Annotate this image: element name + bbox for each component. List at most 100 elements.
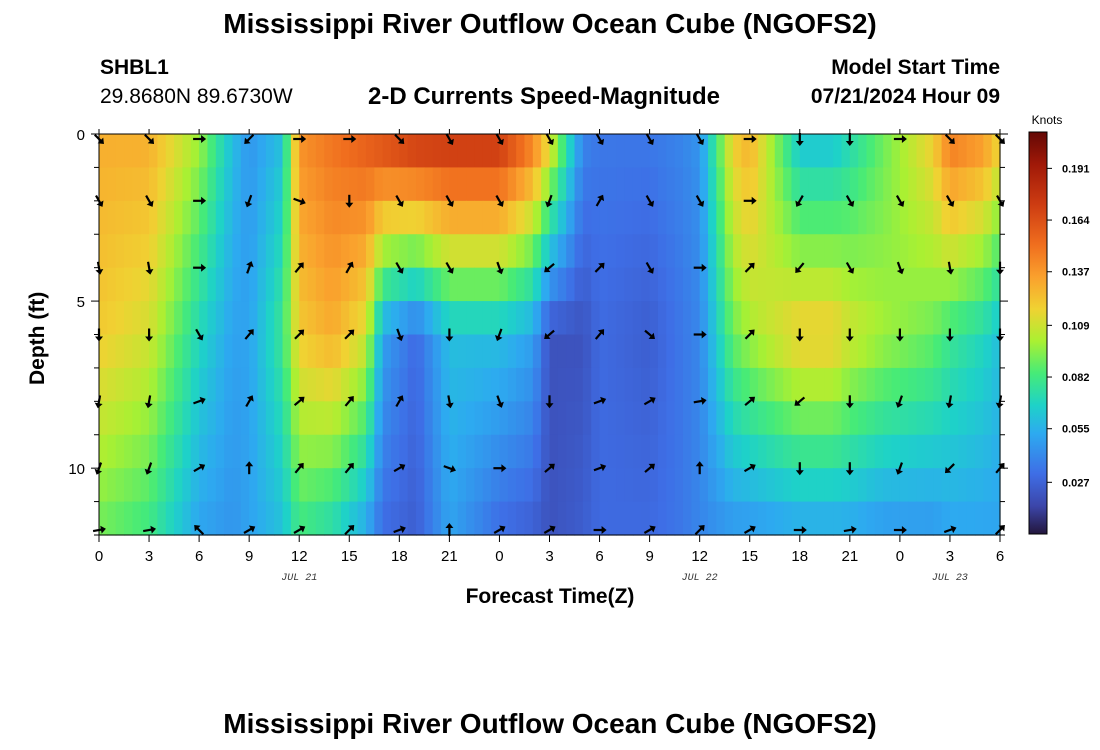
heatmap-cell: [516, 267, 526, 302]
heatmap-cell: [182, 334, 192, 369]
heatmap-cell: [908, 434, 918, 469]
heatmap-cell: [282, 167, 292, 202]
colorbar-tick-label: 0.164: [1062, 215, 1090, 227]
heatmap-cell: [390, 401, 400, 436]
heatmap-cell: [157, 167, 167, 202]
current-arrow: [144, 133, 155, 144]
heatmap-cell: [708, 367, 717, 402]
heatmap-cell: [874, 167, 884, 202]
heatmap-cell: [390, 367, 400, 402]
heatmap-cell: [516, 134, 526, 169]
heatmap-cell: [324, 234, 334, 269]
heatmap-cell: [474, 434, 484, 469]
heatmap-cell: [983, 167, 993, 202]
heatmap-cell: [382, 334, 392, 369]
heatmap-cell: [124, 501, 133, 536]
heatmap-cell: [516, 501, 526, 536]
heatmap-cell: [149, 267, 158, 302]
current-arrow: [344, 329, 355, 340]
heatmap-cell: [424, 334, 434, 369]
heatmap-cell: [257, 134, 267, 169]
heatmap-cell: [182, 301, 192, 336]
current-arrow: [194, 525, 205, 536]
current-arrow: [944, 463, 955, 474]
heatmap-cell: [174, 301, 184, 336]
heatmap-cell: [949, 367, 959, 402]
heatmap-cell: [449, 367, 459, 402]
heatmap-cell: [816, 468, 826, 503]
heatmap-cell: [824, 234, 834, 269]
heatmap-cell: [182, 167, 192, 202]
heatmap-cell: [532, 301, 542, 336]
heatmap-cell: [574, 401, 584, 436]
heatmap-cell: [632, 167, 642, 202]
heatmap-cell: [591, 301, 601, 336]
heatmap-cell: [207, 200, 217, 235]
heatmap-cell: [257, 267, 267, 302]
heatmap-cell: [541, 468, 551, 503]
heatmap-cell: [457, 367, 467, 402]
heatmap-cell: [382, 267, 392, 302]
heatmap-cell: [207, 468, 217, 503]
heatmap-cell: [249, 468, 259, 503]
heatmap-cell: [566, 234, 576, 269]
heatmap-cell: [557, 434, 567, 469]
heatmap-cell: [299, 501, 309, 536]
heatmap-cell: [841, 401, 851, 436]
heatmap-cell: [674, 434, 684, 469]
heatmap-cell: [591, 267, 601, 302]
heatmap-cell: [249, 501, 259, 536]
heatmap-cell: [257, 334, 267, 369]
heatmap-cell: [974, 501, 984, 536]
current-arrow: [243, 525, 256, 534]
heatmap-cell: [949, 301, 959, 336]
heatmap-cell: [933, 167, 943, 202]
heatmap-cell: [124, 234, 133, 269]
heatmap-cell: [666, 401, 676, 436]
heatmap-cell: [682, 267, 692, 302]
heatmap-cell: [466, 301, 476, 336]
current-arrow: [943, 525, 957, 534]
heatmap-cell: [599, 134, 609, 169]
chart-title: Mississippi River Outflow Ocean Cube (NG…: [223, 8, 877, 39]
heatmap-cell: [983, 367, 993, 402]
heatmap-cell: [107, 401, 117, 436]
heatmap-cell: [265, 200, 275, 235]
heatmap-cell: [407, 134, 417, 169]
heatmap-cell: [107, 134, 117, 169]
heatmap-cell: [607, 267, 617, 302]
heatmap-cell: [766, 468, 776, 503]
heatmap-cell: [582, 401, 592, 436]
heatmap-cell: [841, 167, 851, 202]
heatmap-cell: [199, 401, 209, 436]
heatmap-cell: [924, 434, 934, 469]
heatmap-cell: [124, 267, 133, 302]
heatmap-cell: [407, 434, 417, 469]
heatmap-cell: [674, 501, 684, 536]
heatmap-cell: [741, 434, 751, 469]
heatmap-cell: [474, 167, 484, 202]
heatmap-cell: [641, 167, 651, 202]
heatmap-cell: [557, 401, 567, 436]
heatmap-cell: [791, 301, 801, 336]
heatmap-cell: [774, 468, 784, 503]
x-tick-label: 0: [95, 548, 103, 565]
heatmap-cell: [265, 434, 275, 469]
heatmap-cell: [390, 334, 400, 369]
heatmap-cell: [265, 468, 275, 503]
heatmap-cell: [324, 334, 334, 369]
y-tick-label: 0: [77, 127, 85, 144]
current-arrow: [895, 328, 904, 342]
heatmap-cell: [991, 267, 1001, 302]
heatmap-cell: [949, 334, 959, 369]
heatmap-cell: [866, 167, 876, 202]
heatmap-cell: [682, 167, 692, 202]
heatmap-cell: [374, 334, 384, 369]
heatmap-cell: [599, 401, 609, 436]
heatmap-cell: [282, 401, 292, 436]
heatmap-cell: [307, 334, 317, 369]
heatmap-cell: [874, 267, 884, 302]
heatmap-cell: [157, 301, 167, 336]
heatmap-cell: [799, 301, 809, 336]
